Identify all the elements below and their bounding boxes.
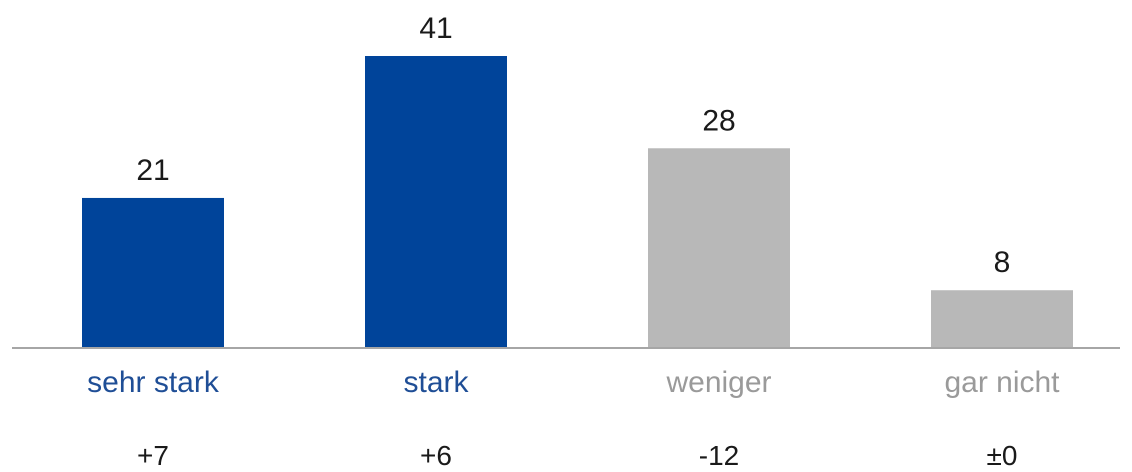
category-label-0: sehr stark — [87, 366, 220, 399]
category-label-2: weniger — [665, 366, 771, 399]
category-label-1: stark — [403, 366, 469, 399]
bar-2 — [648, 148, 790, 347]
data-label-1: 41 — [419, 12, 452, 45]
labels-group: 21 sehr stark +7 41 stark +6 28 weniger -12 8 gar … — [87, 12, 1060, 471]
data-label-0: 21 — [136, 154, 169, 187]
change-label-1: +6 — [420, 440, 452, 471]
category-label-3: gar nicht — [944, 366, 1060, 399]
bar-0 — [82, 197, 224, 347]
change-label-3: ±0 — [987, 440, 1018, 471]
data-label-3: 8 — [994, 246, 1011, 279]
data-label-2: 28 — [702, 104, 735, 137]
change-label-0: +7 — [137, 440, 169, 471]
bars-group — [82, 56, 1073, 347]
change-label-2: -12 — [699, 440, 739, 471]
bar-3 — [931, 290, 1073, 347]
bar-1 — [365, 56, 507, 347]
